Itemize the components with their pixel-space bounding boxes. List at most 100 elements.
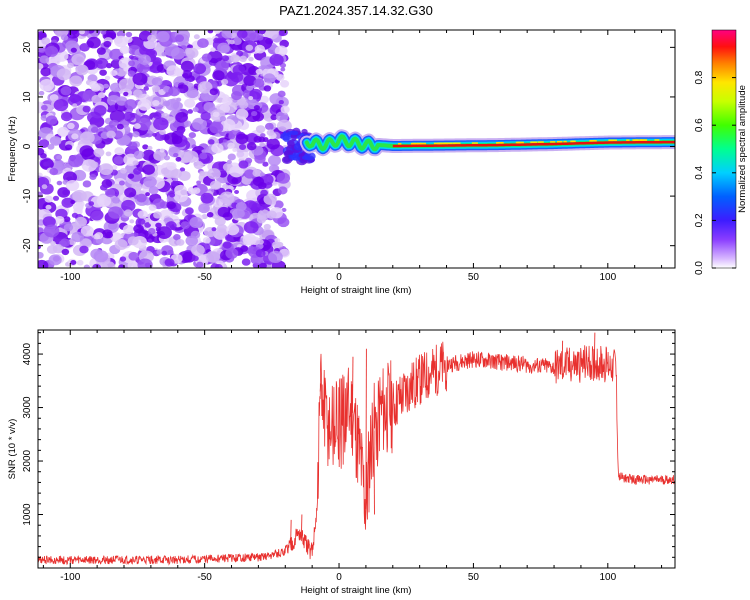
noise-blob	[93, 250, 109, 263]
signal-fleck	[471, 142, 478, 144]
transition-blob	[289, 154, 300, 161]
noise-blob	[69, 75, 83, 87]
noise-blob	[277, 90, 286, 98]
noise-blob	[241, 258, 251, 266]
noise-blob	[136, 193, 147, 203]
noise-blob	[250, 236, 261, 245]
noise-blob	[212, 70, 225, 81]
noise-blob	[173, 234, 181, 241]
noise-blob	[254, 154, 266, 164]
noise-blob	[176, 238, 185, 246]
noise-blob	[128, 55, 134, 60]
noise-blob	[173, 152, 179, 158]
noise-blob	[163, 155, 170, 161]
spectrogram-heatmap	[38, 30, 675, 268]
signal-fleck	[419, 142, 427, 145]
noise-blob	[236, 30, 248, 39]
snr-y-tick-label: 1000	[22, 503, 33, 526]
noise-blob	[191, 244, 205, 256]
noise-blob	[152, 100, 160, 107]
noise-blob	[124, 187, 137, 198]
spectrogram-x-tick-label: -50	[197, 272, 212, 283]
snr-panel: -100 -50 0 50 100 1000 2000 3000 4000 Height of …	[7, 329, 676, 596]
noise-blob	[89, 80, 99, 89]
noise-blob	[127, 173, 135, 179]
signal-fleck	[608, 139, 613, 142]
noise-blob	[127, 260, 139, 268]
noise-blob	[67, 122, 75, 130]
noise-blob	[132, 160, 139, 166]
noise-blob	[260, 189, 269, 197]
signal-fleck	[416, 142, 422, 145]
noise-blob	[191, 117, 208, 131]
noise-blob	[111, 196, 121, 204]
noise-blob	[45, 204, 52, 210]
signal-fleck	[433, 142, 441, 145]
noise-blob	[202, 236, 211, 244]
noise-blob	[170, 180, 178, 187]
noise-blob	[125, 31, 133, 38]
noise-blob	[79, 145, 94, 157]
noise-blob	[79, 245, 89, 254]
noise-blob	[137, 218, 146, 225]
noise-blob	[280, 67, 286, 72]
snr-spike	[365, 348, 367, 510]
noise-blob	[201, 214, 208, 220]
noise-blob	[207, 168, 221, 180]
noise-blob	[113, 156, 124, 165]
colorbar-tick-label: 0.6	[694, 118, 705, 132]
spectrogram-y-label: Frequency (Hz)	[7, 116, 18, 181]
noise-blob	[145, 192, 150, 197]
noise-blob	[176, 129, 184, 136]
noise-blob	[214, 264, 223, 268]
noise-blob	[232, 64, 246, 76]
noise-blob	[232, 37, 242, 45]
noise-blob	[75, 216, 87, 227]
noise-blob	[217, 42, 230, 54]
noise-blob	[38, 136, 42, 141]
noise-blob	[119, 256, 127, 262]
noise-blob	[90, 161, 99, 169]
noise-blob	[38, 139, 50, 148]
noise-blob	[255, 249, 266, 258]
noise-blob	[188, 132, 197, 139]
noise-blob	[136, 62, 150, 74]
noise-blob	[148, 204, 157, 211]
noise-blob	[248, 96, 254, 101]
noise-blob	[197, 38, 209, 49]
snr-y-tick-label: 2000	[22, 449, 33, 472]
noise-blob	[256, 215, 267, 224]
noise-blob	[67, 62, 74, 69]
noise-blob	[79, 30, 85, 35]
signal-fleck	[540, 141, 544, 143]
noise-blob	[209, 88, 218, 96]
noise-blob	[185, 235, 199, 246]
signal-fleck	[412, 142, 419, 145]
noise-blob	[231, 32, 237, 38]
noise-blob	[270, 114, 278, 121]
noise-blob	[266, 210, 277, 219]
noise-blob	[114, 239, 128, 250]
signal-fleck	[563, 140, 567, 143]
noise-blob	[40, 158, 54, 170]
noise-blob	[209, 121, 224, 134]
noise-blob	[220, 118, 236, 132]
noise-blob	[91, 94, 102, 104]
noise-blob	[192, 187, 201, 195]
noise-blob	[129, 219, 135, 224]
noise-blob	[105, 231, 114, 239]
snr-y-tick-label: 3000	[22, 396, 33, 419]
noise-blob	[182, 251, 196, 263]
noise-blob	[119, 45, 130, 54]
noise-blob	[133, 89, 143, 98]
noise-blob	[226, 224, 240, 236]
noise-blob	[276, 74, 285, 81]
noise-blob	[219, 116, 227, 122]
noise-blob	[89, 173, 97, 180]
signal-fleck	[654, 139, 660, 141]
noise-blob	[252, 169, 262, 177]
noise-blob	[196, 261, 204, 268]
snr-spike	[561, 340, 564, 367]
noise-blob	[61, 197, 74, 208]
